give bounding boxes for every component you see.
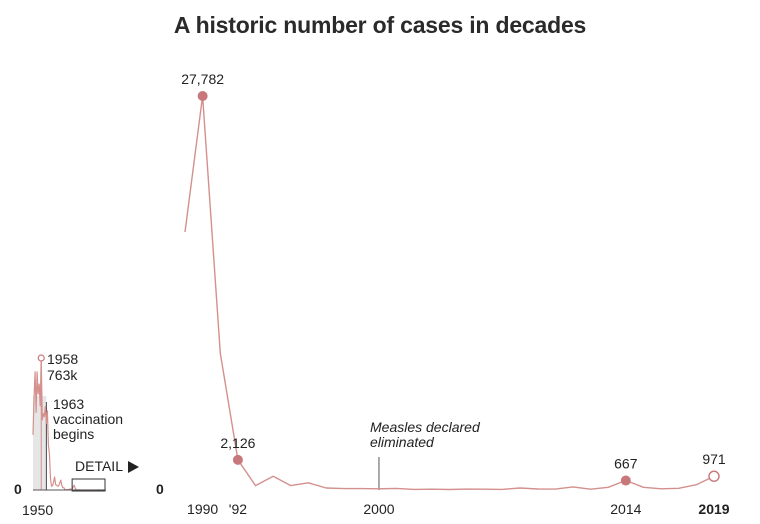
elimination-annotation-line1: Measles declared [370,419,481,435]
overview-zero-label: 0 [14,481,22,497]
data-point-label: 2,126 [220,435,255,451]
pre-vaccine-shade [33,396,47,490]
vaccination-annotation-line2: vaccination [53,411,123,427]
x-tick-label: 1990 [187,501,218,517]
detail-panel: 0 Measles declared eliminated 27,782 2,12… [156,71,730,517]
x-tick-label: 2019 [698,501,729,517]
peak-annotation-value: 763k [47,367,78,383]
vaccination-annotation-year: 1963 [53,396,84,412]
data-point-marker [708,470,720,482]
detail-zero-label: 0 [156,481,164,497]
data-point-marker [620,475,631,486]
x-tick-label: 2014 [610,501,641,517]
peak-marker [37,354,45,362]
overview-x-start-label: 1950 [22,502,53,518]
detail-box [71,478,106,492]
data-point-label: 27,782 [181,71,224,87]
data-point-marker [197,91,208,101]
peak-annotation-year: 1958 [47,351,78,367]
detail-arrow-icon [128,461,139,473]
detail-label: DETAIL [75,458,123,474]
elimination-annotation-line2: eliminated [370,434,435,450]
data-point-marker [232,454,243,465]
x-tick-label: '92 [229,501,247,517]
x-tick-label: 2000 [363,501,394,517]
data-point-label: 971 [702,451,726,467]
data-point-label: 667 [614,456,638,472]
chart-title: A historic number of cases in decades [173,12,587,38]
overview-panel: 0 1950 1958 763k 1963 vaccination begins… [14,351,139,518]
vaccination-annotation-line3: begins [53,426,94,442]
